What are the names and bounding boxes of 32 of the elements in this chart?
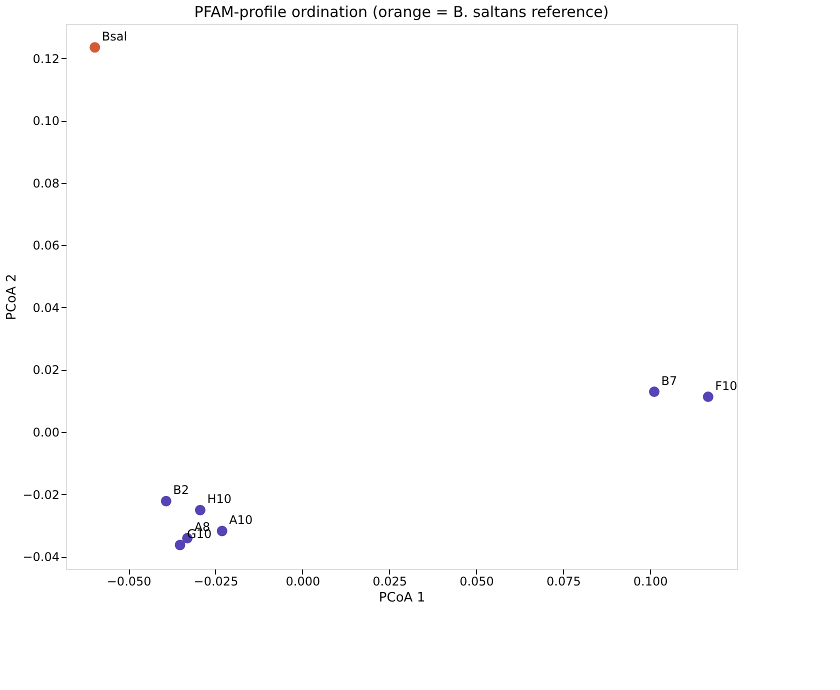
y-tick-label: 0.00 [32,425,60,440]
point [174,540,186,550]
y-tick-label: −0.04 [22,550,60,564]
y-tick-label: 0.12 [32,52,60,66]
y-tick-label: 0.08 [32,176,60,190]
x-tick-label: −0.025 [194,574,238,588]
series-label: A10 [229,513,253,528]
series-label: Bsal [102,29,128,44]
point [702,392,714,402]
x-tick-label: 0.075 [546,574,581,588]
x-tick-label: 0.025 [372,574,408,588]
chart-title: PFAM-profile ordination (orange = B. saltans reference) [194,3,609,21]
point [216,526,228,536]
x-tick-label: −0.050 [106,574,152,588]
y-axis-title: PCoA 2 [4,274,20,320]
series-label: B7 [661,374,678,388]
y-tick-label: −0.02 [22,488,60,502]
y-tick-label: 0.10 [32,114,60,128]
x-axis-title: PCoA 1 [378,590,426,606]
point [194,504,206,516]
point [90,42,100,53]
series-label: F10 [715,378,738,393]
y-tick-label: 0.04 [32,300,60,315]
series-label: B2 [173,483,190,498]
x-tick-label: 0.000 [286,574,320,588]
point [160,496,172,506]
series-label: H10 [207,492,232,506]
y-tick-label: 0.02 [32,363,60,378]
point [649,386,660,398]
x-tick-label: 0.100 [633,574,668,588]
x-tick-label: 0.050 [460,574,494,588]
y-tick-label: 0.06 [32,238,60,253]
